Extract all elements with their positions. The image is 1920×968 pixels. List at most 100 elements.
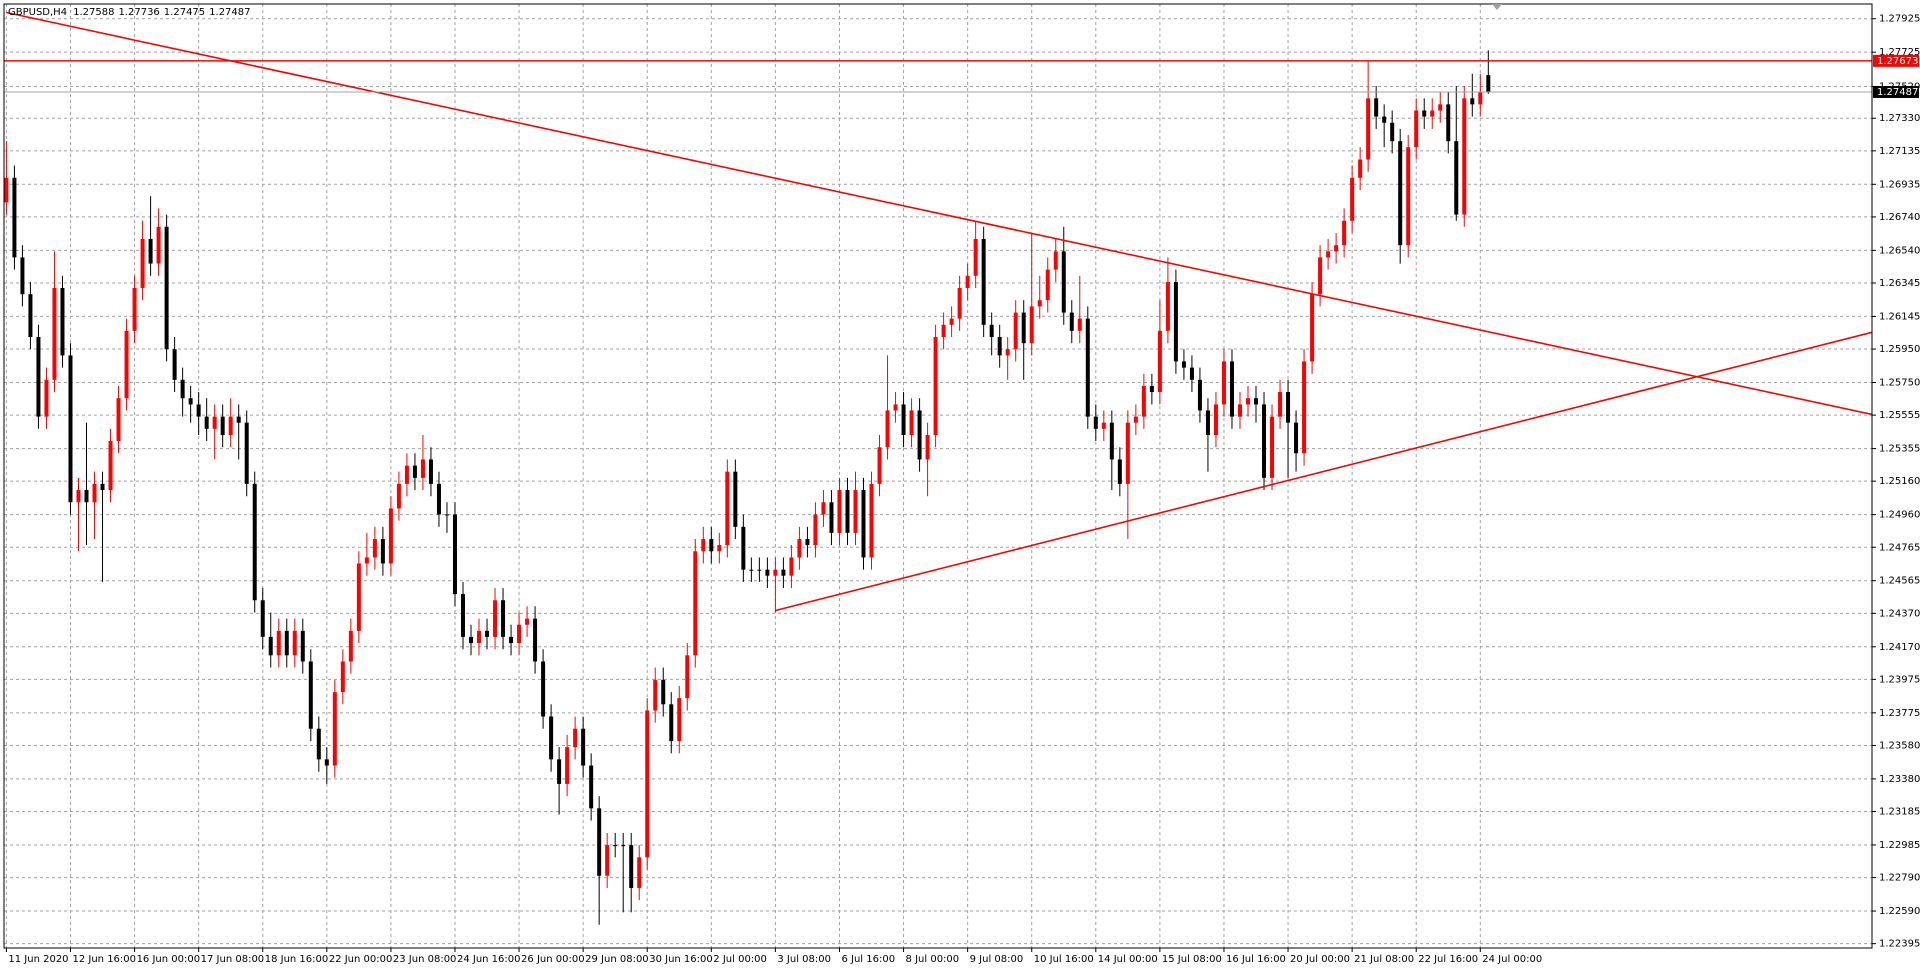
x-tick-label: 3 Jul 08:00 bbox=[777, 954, 831, 965]
candle-body bbox=[324, 759, 329, 766]
candle-body bbox=[1470, 98, 1475, 105]
candle-body bbox=[1358, 159, 1363, 178]
candle-body bbox=[1374, 98, 1379, 117]
candle-body bbox=[805, 539, 810, 546]
candle-body bbox=[204, 416, 209, 429]
candle-body bbox=[1069, 312, 1074, 331]
candle-body bbox=[340, 661, 345, 693]
candle-body bbox=[20, 257, 25, 295]
candle-body bbox=[1181, 361, 1186, 368]
y-tick-label: 1.24170 bbox=[1879, 642, 1920, 653]
candle-body bbox=[84, 490, 89, 503]
candle-body bbox=[396, 483, 401, 509]
candle-body bbox=[1462, 98, 1467, 215]
candle-body bbox=[284, 630, 289, 656]
candle-body bbox=[1278, 392, 1283, 417]
candle-body bbox=[629, 845, 634, 888]
candle-body bbox=[44, 379, 49, 417]
candle-body bbox=[1406, 147, 1411, 246]
candle-body bbox=[124, 330, 129, 399]
y-tick-label: 1.25555 bbox=[1879, 410, 1920, 421]
plot-area bbox=[4, 11, 1872, 925]
candle-body bbox=[364, 557, 369, 564]
grid bbox=[4, 4, 1872, 948]
candle-body bbox=[1093, 416, 1098, 429]
x-tick-label: 12 Jun 16:00 bbox=[72, 954, 136, 965]
candle-body bbox=[1229, 361, 1234, 417]
x-tick-label: 26 Jun 00:00 bbox=[521, 954, 585, 965]
x-tick-label: 10 Jul 16:00 bbox=[1034, 954, 1094, 965]
bid-label-box bbox=[1873, 85, 1919, 98]
candle-body bbox=[1213, 404, 1218, 436]
candle-body bbox=[236, 416, 241, 423]
level-label: 1.27673 bbox=[1877, 56, 1918, 67]
candle-body bbox=[469, 636, 473, 644]
chart-header: GBPUSD,H4 1.27588 1.27736 1.27475 1.27487 bbox=[8, 7, 251, 18]
x-tick-label: 20 Jul 00:00 bbox=[1290, 954, 1350, 965]
y-tick-label: 1.25950 bbox=[1879, 344, 1920, 355]
y-tick-label: 1.27135 bbox=[1879, 146, 1920, 157]
candle-body bbox=[541, 661, 546, 717]
header-low: 1.27475 bbox=[164, 7, 205, 18]
candle-body bbox=[877, 447, 882, 484]
y-tick-label: 1.27330 bbox=[1879, 113, 1920, 124]
candle-body bbox=[741, 526, 746, 570]
candle-body bbox=[444, 514, 449, 516]
candle-body bbox=[717, 545, 722, 552]
candle-body bbox=[917, 410, 922, 460]
candle-body bbox=[1013, 312, 1018, 350]
candle-body bbox=[1237, 404, 1242, 417]
candle-body bbox=[885, 410, 890, 448]
candle-body bbox=[869, 483, 874, 558]
candle-body bbox=[1077, 318, 1082, 331]
candle-body bbox=[773, 569, 778, 576]
candle-body bbox=[797, 539, 802, 558]
candle-body bbox=[252, 483, 257, 601]
candle-body bbox=[733, 471, 738, 527]
level-label-box bbox=[1873, 54, 1919, 67]
candle-body bbox=[485, 630, 490, 637]
y-tick-label: 1.22590 bbox=[1879, 906, 1920, 917]
candle-body bbox=[292, 630, 297, 656]
candle-body bbox=[1454, 141, 1459, 215]
candle-body bbox=[653, 679, 658, 711]
candle-body bbox=[605, 845, 610, 876]
candle-body bbox=[725, 471, 730, 546]
y-tick-label: 1.27925 bbox=[1879, 14, 1920, 25]
candle-body bbox=[1173, 281, 1178, 362]
candle-body bbox=[212, 416, 217, 429]
candle-body bbox=[613, 845, 618, 847]
candle-body bbox=[1254, 398, 1259, 405]
candle-body bbox=[268, 636, 273, 656]
candle-body bbox=[1262, 404, 1267, 478]
x-tick-label: 18 Jun 16:00 bbox=[265, 954, 329, 965]
candle-body bbox=[1085, 318, 1090, 417]
candle-body bbox=[1109, 422, 1114, 460]
candle-body bbox=[757, 569, 762, 571]
candle-body bbox=[228, 416, 233, 436]
candle-body bbox=[1366, 98, 1371, 160]
candle-body bbox=[380, 539, 385, 564]
candle-body bbox=[581, 728, 586, 766]
candle-body bbox=[965, 275, 970, 289]
candle-body bbox=[957, 288, 962, 319]
candle-body bbox=[989, 324, 994, 338]
candle-body bbox=[300, 630, 305, 662]
candle-body bbox=[637, 857, 642, 888]
x-tick-label: 8 Jul 00:00 bbox=[906, 954, 960, 965]
y-tick-label: 1.24765 bbox=[1879, 542, 1920, 553]
x-tick-label: 24 Jul 00:00 bbox=[1482, 954, 1542, 965]
candle-body bbox=[1334, 245, 1339, 252]
x-tick-label: 9 Jul 08:00 bbox=[970, 954, 1024, 965]
candle-body bbox=[1245, 398, 1250, 405]
candle-body bbox=[765, 569, 770, 576]
axes: 1.279251.277251.275201.273301.271351.269… bbox=[5, 14, 1920, 965]
x-tick-label: 22 Jun 00:00 bbox=[329, 954, 393, 965]
y-tick-label: 1.26345 bbox=[1879, 278, 1920, 289]
plot-border bbox=[3, 3, 1873, 949]
y-tick-label: 1.22395 bbox=[1879, 939, 1920, 950]
candle-body bbox=[749, 569, 754, 571]
x-tick-label: 21 Jul 08:00 bbox=[1354, 954, 1414, 965]
